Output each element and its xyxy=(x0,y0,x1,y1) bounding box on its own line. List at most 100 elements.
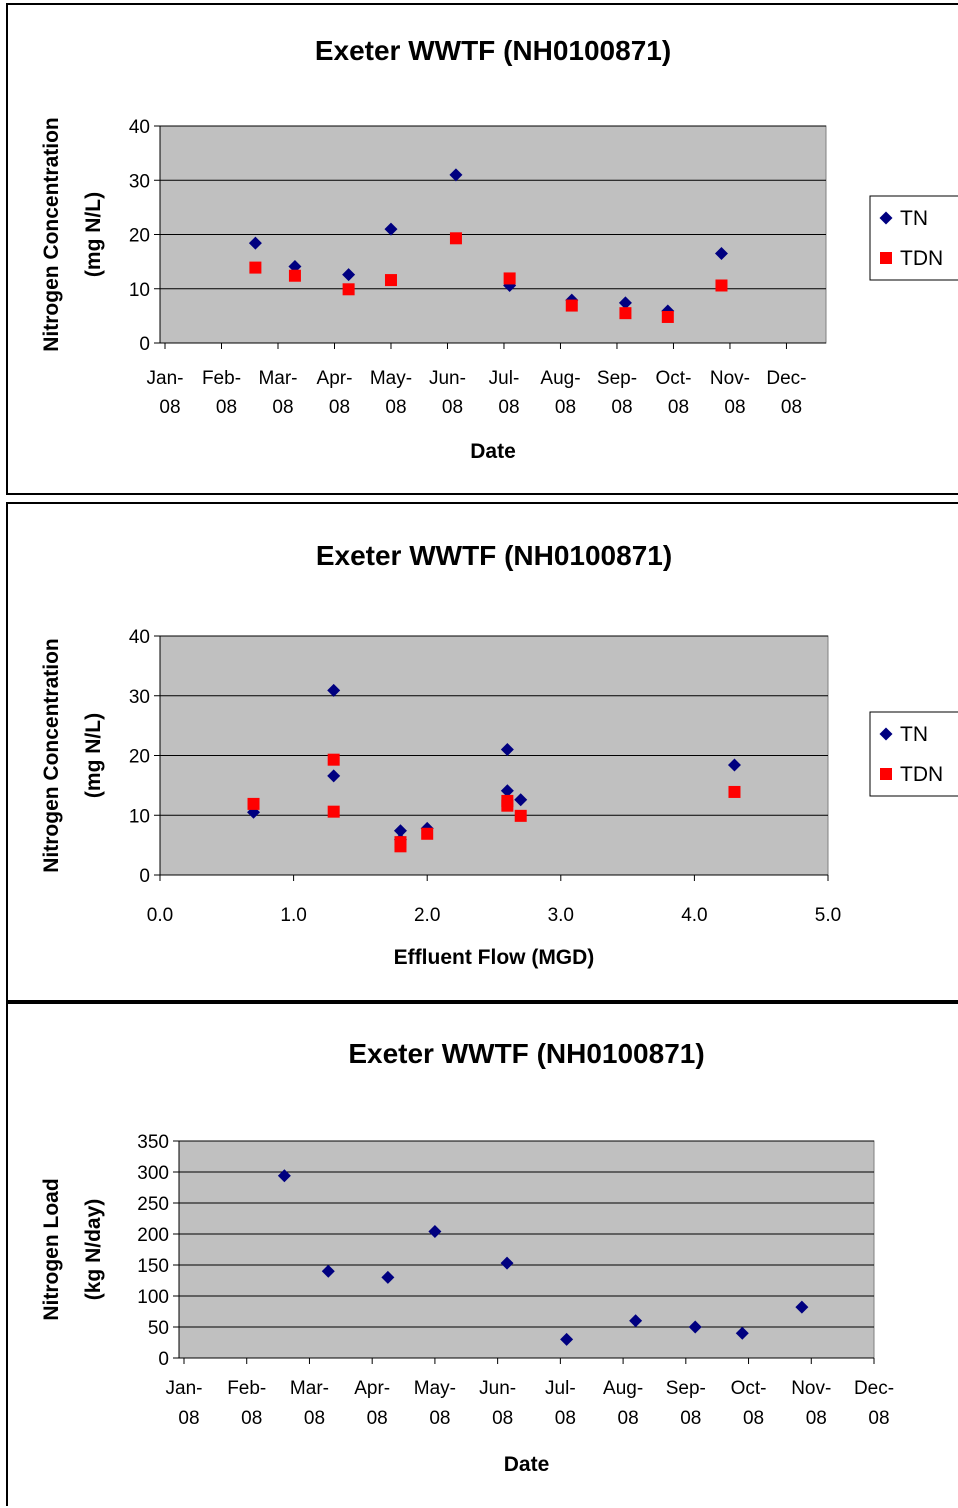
y-tick-label: 250 xyxy=(137,1194,169,1215)
legend-marker-tdn xyxy=(880,768,892,780)
chart-title: Exeter WWTF (NH0100871) xyxy=(316,540,672,571)
x-tick-label-year: 08 xyxy=(868,1408,889,1429)
tn-point xyxy=(449,168,463,182)
x-tick-label-month: Apr- xyxy=(317,368,353,389)
load-by-date-chart: Exeter WWTF (NH0100871) 0 50 100 150 200 250 30… xyxy=(40,1038,894,1476)
x-tick-label-year: 08 xyxy=(724,397,745,418)
y-tick-label: 0 xyxy=(139,334,150,355)
x-tick-label-year: 08 xyxy=(159,397,180,418)
tn-point xyxy=(248,236,262,250)
y-axis-title-line1: Nitrogen Concentration xyxy=(40,117,63,352)
tn-point xyxy=(327,683,341,697)
tn-point xyxy=(727,758,741,772)
tdn-point xyxy=(619,307,632,320)
x-tick-label-month: Feb- xyxy=(227,1378,266,1399)
y-tick-label: 150 xyxy=(137,1256,169,1277)
concentration-by-date-chart: Exeter WWTF (NH0100871) 0 10 20 30 40 Jan- 08 Fe… xyxy=(40,35,958,463)
chart-title: Exeter WWTF (NH0100871) xyxy=(348,1038,704,1069)
y-tick-label: 0 xyxy=(139,866,150,887)
y-tick-label: 40 xyxy=(129,627,150,648)
x-tick-label-year: 08 xyxy=(806,1408,827,1429)
tdn-point xyxy=(449,232,462,245)
y-axis-title-line1: Nitrogen Load xyxy=(40,1178,63,1320)
x-axis-title: Effluent Flow (MGD) xyxy=(394,946,595,969)
x-tick-label-month: Jul- xyxy=(489,368,520,389)
tdn-point xyxy=(565,299,578,312)
tn-point xyxy=(500,784,514,798)
x-tick-label-month: Oct- xyxy=(656,368,692,389)
legend-marker-tn xyxy=(879,211,893,225)
y-axis-title-line2: (mg N/L) xyxy=(82,713,105,798)
x-tick-label-month: Nov- xyxy=(710,368,750,389)
chart-title: Exeter WWTF (NH0100871) xyxy=(315,35,671,66)
x-tick-label-year: 08 xyxy=(329,397,350,418)
x-tick-label: 5.0 xyxy=(815,905,841,926)
series-point xyxy=(381,1270,395,1284)
series-point xyxy=(321,1264,335,1278)
tn-point xyxy=(342,268,356,282)
chart-panel-concentration-by-flow: Exeter WWTF (NH0100871) 0 10 20 30 40 0.0 1.0 2.… xyxy=(6,502,958,1002)
series-point xyxy=(795,1300,809,1314)
y-tick-label: 300 xyxy=(137,1163,169,1184)
x-tick-label: 1.0 xyxy=(280,905,306,926)
tdn-point xyxy=(715,279,728,292)
y-tick-label: 20 xyxy=(129,226,150,247)
legend-label-tdn: TDN xyxy=(900,247,943,270)
x-tick-label-year: 08 xyxy=(781,397,802,418)
x-tick-label: 0.0 xyxy=(147,905,173,926)
tdn-point xyxy=(327,805,340,818)
x-tick-label-year: 08 xyxy=(555,1408,576,1429)
y-tick-label: 30 xyxy=(129,687,150,708)
x-tick-label: 2.0 xyxy=(414,905,440,926)
tdn-point xyxy=(728,785,741,798)
x-tick-label-year: 08 xyxy=(216,397,237,418)
x-tick-label-month: Jan- xyxy=(166,1378,203,1399)
legend-label-tn: TN xyxy=(900,723,928,746)
tn-point xyxy=(500,743,514,757)
tn-point xyxy=(514,793,528,807)
y-tick-label: 50 xyxy=(148,1318,169,1339)
x-tick-label-month: Oct- xyxy=(731,1378,767,1399)
y-tick-label: 20 xyxy=(129,747,150,768)
x-tick-label-month: Jun- xyxy=(479,1378,516,1399)
tn-point xyxy=(618,296,632,310)
x-tick-label-month: May- xyxy=(370,368,412,389)
chart-panel-concentration-by-date: Exeter WWTF (NH0100871) 0 10 20 30 40 Jan- 08 Fe… xyxy=(6,3,958,495)
legend-label-tn: TN xyxy=(900,207,928,230)
x-tick-label-month: Mar- xyxy=(258,368,297,389)
series-point xyxy=(688,1320,702,1334)
tdn-point xyxy=(249,261,262,274)
chart-panel-load-by-date: Exeter WWTF (NH0100871) 0 50 100 150 200 250 30… xyxy=(6,1002,958,1506)
legend-box xyxy=(869,711,958,797)
y-tick-label: 200 xyxy=(137,1225,169,1246)
x-tick-label-year: 08 xyxy=(668,397,689,418)
x-tick-label-year: 08 xyxy=(611,397,632,418)
x-tick-label-month: Nov- xyxy=(791,1378,831,1399)
tdn-point xyxy=(394,840,407,853)
tdn-point xyxy=(384,274,397,287)
tdn-point xyxy=(501,799,514,812)
tdn-point xyxy=(421,827,434,840)
x-tick-label: 3.0 xyxy=(548,905,574,926)
x-tick-label-month: Jan- xyxy=(147,368,184,389)
series-point xyxy=(629,1314,643,1328)
x-tick-label-year: 08 xyxy=(498,397,519,418)
y-axis-title-line1: Nitrogen Concentration xyxy=(40,638,63,873)
x-tick-label: 4.0 xyxy=(681,905,707,926)
x-tick-label-month: Sep- xyxy=(666,1378,706,1399)
y-tick-label: 10 xyxy=(129,806,150,827)
x-tick-label-year: 08 xyxy=(492,1408,513,1429)
x-tick-label-year: 08 xyxy=(743,1408,764,1429)
y-axis-title-line2: (kg N/day) xyxy=(82,1199,105,1301)
y-tick-label: 0 xyxy=(158,1349,169,1370)
x-tick-label-year: 08 xyxy=(241,1408,262,1429)
x-tick-label-month: Feb- xyxy=(202,368,241,389)
x-tick-label-month: Aug- xyxy=(540,368,580,389)
x-tick-label-year: 08 xyxy=(442,397,463,418)
x-tick-label-year: 08 xyxy=(618,1408,639,1429)
tdn-point xyxy=(247,797,260,810)
series-point xyxy=(500,1256,514,1270)
tn-point xyxy=(714,246,728,260)
series-point xyxy=(277,1169,291,1183)
legend-marker-tdn xyxy=(880,252,892,264)
